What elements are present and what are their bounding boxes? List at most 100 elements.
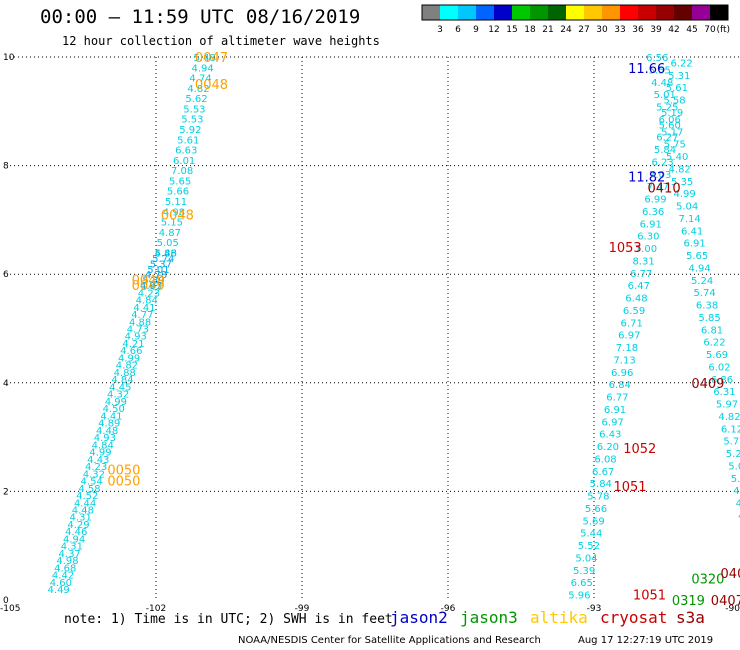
colorbar-swatch [620,5,639,20]
wave-height-label: 5.01 [147,265,169,276]
wave-height-label: 6.97 [602,417,624,428]
wave-height-label: 7.18 [616,343,638,354]
colorbar-tick-label: 30 [596,25,608,35]
wave-height-label: 5.66 [167,187,189,198]
page-title: 00:00 – 11:59 UTC 08/16/2019 [40,6,361,28]
wave-height-label: 5.74 [693,288,715,299]
wave-height-label: 5.60 [659,120,681,131]
y-tick-label: 10 [3,53,15,63]
pass-time-label: 1051 [613,480,646,495]
wave-height-label: 4.74 [189,74,211,85]
colorbar-tick-label: 45 [686,25,697,35]
wave-height-label: 4.23 [138,288,160,299]
wave-height-label: 5.85 [698,313,720,324]
wave-height-label: 4.42 [52,571,74,582]
colorbar-tick-label: 24 [560,25,572,35]
wave-height-label: 4.41 [133,303,155,314]
pass-time-label: 0319 [672,594,705,609]
colorbar-tick-label: 3 [437,25,443,35]
pass-time-annotations: 004700480048004900490050005011.6611.8204… [107,51,740,609]
wave-height-label: 5.78 [587,492,609,503]
wave-height-label: 4.88 [129,317,151,328]
pass-time-label: 0320 [691,572,724,587]
y-axis-ticks: 0 2 4 6 8 10 [3,53,15,606]
wave-height-label: 5.48 [155,248,177,259]
wave-height-label: 4.50 [103,404,125,415]
wave-height-label: 4.54 [81,477,103,488]
wave-height-label: 6.81 [701,325,723,336]
colorbar-tick-label: 6 [455,25,461,35]
wave-height-label: 7.00 [635,244,657,255]
wave-height-label: 4.73 [127,325,149,336]
wave-height-label: 4.84 [92,440,114,451]
colorbar-swatch [476,5,495,20]
wave-height-label: 5.48 [194,53,216,64]
wave-height-label: 4.94 [191,63,213,74]
wave-height-label: 5.35 [671,177,693,188]
wave-height-label: 4.77 [131,310,153,321]
wave-height-label: 5.44 [580,529,602,540]
units-note: note: 1) Time is in UTC; 2) SWH is in fe… [64,612,393,627]
colorbar-tick-label: 36 [632,25,644,35]
wave-height-label: 4.48 [96,426,118,437]
wave-height-label: 5.53 [181,115,203,126]
wave-height-label: 5.62 [185,94,207,105]
pass-time-label: 0047 [195,51,228,66]
wave-height-label: 5.05 [728,461,740,472]
wave-height-label: 4.63 [140,281,162,292]
wave-height-label: 6.38 [696,301,718,312]
wave-height-label: 4.99 [89,448,111,459]
wave-height-label: 5.75 [664,140,686,151]
wave-height-label: 4.97 [140,281,162,292]
wave-height-label: 4.99 [674,189,696,200]
wave-height-label: 6.23 [651,157,673,168]
wave-height-label: 5.37 [150,259,172,270]
wave-height-label: 4.32 [83,469,105,480]
wave-height-label: 6.01 [173,156,195,167]
wave-height-label: 4.66 [120,346,142,357]
wave-height-label: 6.12 [721,424,740,435]
wave-height-label: 6.67 [592,467,614,478]
wave-height-label: 6.56 [646,53,668,64]
colorbar-swatch [530,5,549,20]
wave-height-label: 6.91 [604,405,626,416]
colorbar-tick-label: 18 [524,25,536,35]
colorbar-tick-label: 42 [668,25,679,35]
colorbar-tick-label: 9 [473,25,479,35]
wave-height-label: 6.27 [656,133,678,144]
wave-height-label: 5.17 [661,127,683,138]
pass-time-label: 11.82 [628,170,665,185]
wave-height-label: 6.97 [618,331,640,342]
footer-timestamp: Aug 17 12:27:19 UTC 2019 [578,635,714,646]
pass-time-label: 11.66 [628,62,665,77]
wave-height-label: 4.94 [63,534,85,545]
wave-height-label: 5.55 [649,65,671,76]
wave-height-label: 7.13 [613,355,635,366]
y-tick-label: 8 [3,162,9,172]
wave-height-label: 4.43 [87,455,109,466]
pass-time-label: 0049 [132,274,165,289]
wave-height-label: 7.14 [679,214,701,225]
wave-height-label: 6.91 [640,219,662,230]
wave-height-label: 5.40 [666,152,688,163]
wave-height-label: 4.46 [65,527,87,538]
wave-height-label: 5.53 [183,104,205,115]
wave-height-label: 4.44 [74,498,96,509]
wave-height-label: 4.99 [118,353,140,364]
legend-s3a: s3a [676,608,705,627]
colorbar-border [421,4,729,21]
pass-time-label: 1051 [633,589,666,604]
colorbar-swatch [656,5,675,20]
wave-height-label: 5.65 [686,251,708,262]
wave-height-label: 5.69 [706,350,728,361]
colorbar-swatch [692,5,711,20]
wave-height-label: 6.59 [623,306,645,317]
colorbar-tick-label: 12 [488,25,499,35]
wave-height-label: 6.65 [571,578,593,589]
wave-height-label: 4.98 [56,556,78,567]
colorbar-swatch [710,5,729,20]
wave-height-label: 5.76 [723,437,740,448]
wave-height-label: 4.48 [651,78,673,89]
wave-height-label: 6.96 [611,368,633,379]
